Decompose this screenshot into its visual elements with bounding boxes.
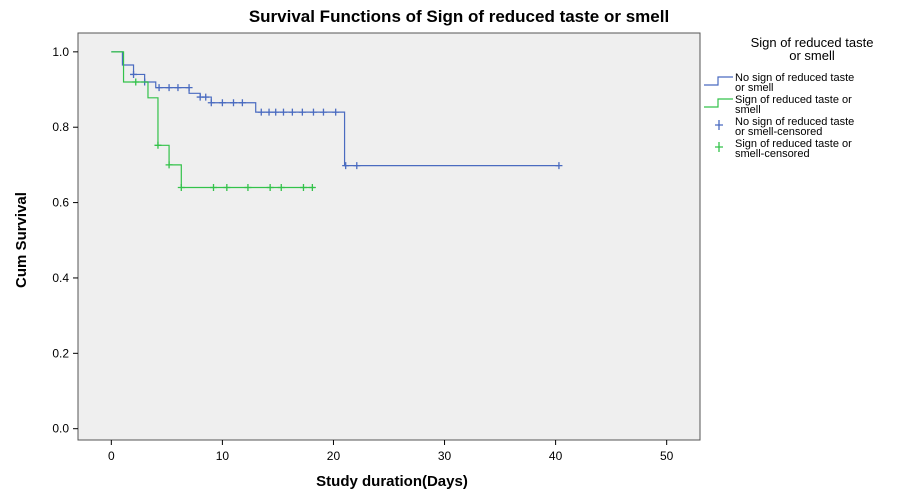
y-tick-label: 1.0 [52,45,69,59]
x-axis-label: Study duration(Days) [316,473,468,490]
x-tick-label: 20 [327,449,341,463]
censored-marker-0 [257,108,265,116]
legend-entry-label: No sign of reduced taste [735,72,854,84]
censored-marker-0 [230,99,237,107]
plot-area [77,32,701,441]
censored-marker-1 [210,184,218,192]
legend-symbol-1 [704,98,733,108]
censored-marker-0 [174,84,182,92]
censored-marker-0 [332,108,340,116]
legend-entry-label: Sign of reduced taste or [735,138,852,150]
legend-symbol-0 [704,76,733,86]
censored-marker-0 [165,84,173,92]
censored-marker-1 [177,184,185,192]
censored-marker-1 [308,184,316,192]
x-tick-label: 0 [108,449,115,463]
censored-marker-0 [272,108,280,116]
legend-title: Sign of reduced taste [751,35,874,50]
censored-marker-0 [353,162,361,170]
y-tick-label: 0.4 [52,271,69,285]
censored-marker-0 [185,84,193,92]
censored-marker-1 [165,161,173,169]
censored-marker-0 [298,108,306,116]
censored-marker-0 [309,108,317,116]
censored-marker-1 [277,184,285,192]
censored-marker-0 [319,108,327,116]
legend-entry-label: smell [735,104,761,116]
x-tick-label: 40 [549,449,563,463]
y-tick-label: 0.2 [52,346,69,360]
y-tick-label: 0.0 [52,422,69,436]
censored-marker-1 [223,184,231,192]
y-tick-label: 0.6 [52,196,69,210]
censored-marker-0 [555,162,563,170]
x-axis: 0 10 20 30 40 50 [108,440,674,463]
legend-title: or smell [789,48,835,63]
legend-entry-label: or smell-censored [735,126,822,138]
legend-entry-label: No sign of reduced taste [735,116,854,128]
chart-title: Survival Functions of Sign of reduced ta… [249,7,669,26]
survival-step-line-1 [111,51,315,189]
y-tick-label: 0.8 [52,120,69,134]
x-tick-label: 50 [660,449,674,463]
legend-entry-label: Sign of reduced taste or [735,94,852,106]
censored-marker-1 [132,78,140,86]
x-tick-label: 30 [438,449,452,463]
censored-marker-0 [265,108,273,116]
legend-entry-label: or smell [735,82,774,94]
legend-symbol-3 [715,142,723,152]
y-axis-label: Cum Survival [13,192,30,288]
legend-symbol-2 [715,120,723,130]
censored-marker-0 [218,99,226,107]
censored-marker-1 [244,184,252,192]
censored-marker-0 [279,108,287,116]
censored-marker-1 [154,141,162,149]
legend-entry-label: smell-censored [735,148,810,160]
censored-marker-0 [207,99,215,107]
censored-marker-1 [299,184,307,192]
censored-marker-1 [266,184,274,192]
censored-marker-0 [288,108,296,116]
series-layer [111,51,563,192]
censored-marker-0 [202,93,210,101]
censored-marker-0 [130,70,138,78]
y-axis: 0.0 0.2 0.4 0.6 0.8 1.0 [52,45,78,436]
censored-marker-0 [238,99,246,107]
x-tick-label: 10 [216,449,230,463]
censored-marker-0 [155,84,163,92]
censored-marker-0 [342,162,350,170]
